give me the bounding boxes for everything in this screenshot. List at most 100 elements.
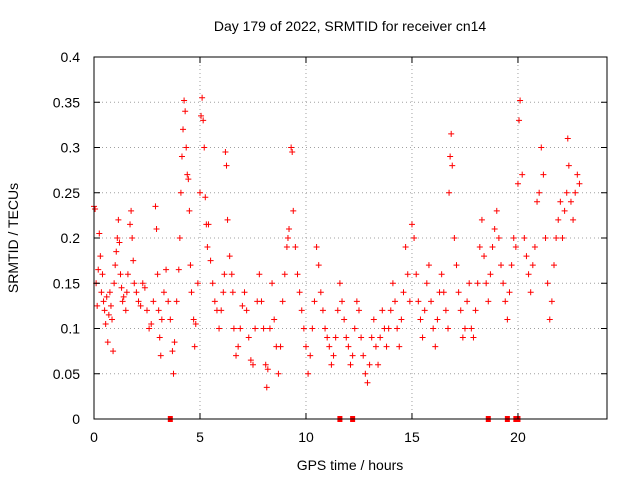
data-point bbox=[557, 198, 564, 205]
data-point bbox=[156, 334, 163, 341]
data-point bbox=[192, 320, 199, 327]
x-axis-title: GPS time / hours bbox=[297, 457, 404, 473]
data-point bbox=[313, 244, 320, 251]
data-point bbox=[271, 316, 278, 323]
data-point bbox=[375, 361, 382, 368]
data-point bbox=[534, 198, 541, 205]
data-point bbox=[235, 343, 242, 350]
data-point bbox=[113, 248, 120, 255]
data-point bbox=[548, 298, 555, 305]
data-point bbox=[498, 262, 505, 269]
data-point bbox=[153, 225, 160, 232]
data-point bbox=[196, 189, 203, 196]
data-point bbox=[92, 206, 99, 213]
data-point bbox=[358, 334, 365, 341]
data-point bbox=[222, 149, 229, 156]
data-point bbox=[252, 325, 259, 332]
data-point bbox=[455, 289, 462, 296]
data-point bbox=[170, 370, 177, 377]
data-point bbox=[565, 162, 572, 169]
data-point bbox=[190, 316, 197, 323]
data-point bbox=[379, 307, 386, 314]
data-point bbox=[120, 293, 127, 300]
axis-ticks bbox=[93, 56, 607, 420]
data-point bbox=[574, 171, 581, 178]
data-point bbox=[181, 97, 188, 104]
data-point bbox=[200, 117, 207, 124]
data-point bbox=[461, 325, 468, 332]
data-point bbox=[446, 189, 453, 196]
data-point bbox=[305, 370, 312, 377]
data-point bbox=[434, 316, 441, 323]
data-point bbox=[387, 307, 394, 314]
data-point bbox=[360, 352, 367, 359]
data-point bbox=[368, 334, 375, 341]
data-point bbox=[440, 289, 447, 296]
data-point bbox=[542, 235, 549, 241]
data-point bbox=[115, 216, 122, 223]
data-point bbox=[457, 307, 464, 314]
data-point bbox=[205, 221, 212, 228]
data-point bbox=[107, 302, 114, 309]
data-point bbox=[117, 271, 124, 278]
data-point bbox=[544, 280, 551, 287]
data-point bbox=[233, 352, 240, 359]
data-point bbox=[366, 361, 373, 368]
data-point bbox=[105, 311, 112, 318]
data-point bbox=[351, 325, 358, 332]
data-point bbox=[135, 298, 142, 305]
data-point bbox=[408, 221, 415, 228]
data-point bbox=[283, 244, 290, 251]
data-point bbox=[506, 289, 513, 296]
data-point bbox=[223, 162, 230, 169]
data-point bbox=[263, 384, 270, 391]
data-point bbox=[204, 244, 211, 251]
gridlines bbox=[94, 57, 607, 419]
data-point bbox=[186, 207, 193, 214]
data-point bbox=[116, 239, 123, 246]
data-point bbox=[404, 271, 411, 278]
data-point bbox=[133, 289, 140, 296]
data-point bbox=[300, 325, 307, 332]
data-point bbox=[146, 325, 153, 332]
data-point bbox=[124, 271, 131, 278]
data-point bbox=[194, 280, 201, 287]
data-point bbox=[288, 144, 295, 151]
data-point bbox=[474, 280, 481, 287]
data-point bbox=[415, 298, 422, 305]
data-point bbox=[487, 271, 494, 278]
data-point bbox=[464, 298, 471, 305]
data-point bbox=[392, 298, 399, 305]
data-point bbox=[289, 149, 296, 156]
data-point bbox=[540, 171, 547, 178]
y-tick-label: 0.15 bbox=[53, 275, 80, 291]
data-point bbox=[345, 343, 352, 350]
data-point bbox=[472, 307, 479, 314]
data-point bbox=[468, 325, 475, 332]
data-point bbox=[106, 289, 113, 296]
data-point bbox=[332, 334, 339, 341]
y-tick-label: 0.35 bbox=[53, 94, 80, 110]
data-point bbox=[185, 176, 192, 183]
data-point bbox=[284, 235, 291, 241]
data-point bbox=[112, 262, 119, 269]
data-point bbox=[326, 343, 333, 350]
data-point bbox=[175, 266, 182, 273]
data-point bbox=[182, 108, 189, 115]
data-point bbox=[315, 262, 322, 269]
y-tick-label: 0.05 bbox=[53, 366, 80, 382]
data-point bbox=[224, 216, 231, 223]
data-point bbox=[402, 244, 409, 251]
data-point bbox=[110, 348, 117, 355]
data-point bbox=[521, 235, 528, 241]
data-point bbox=[489, 244, 496, 251]
data-point bbox=[221, 271, 228, 278]
data-point bbox=[249, 361, 256, 368]
data-point bbox=[413, 271, 420, 278]
data-point bbox=[178, 153, 185, 160]
chart-title: Day 179 of 2022, SRMTID for receiver cn1… bbox=[214, 18, 487, 34]
data-point bbox=[269, 280, 276, 287]
data-point bbox=[512, 244, 519, 251]
data-point bbox=[531, 244, 538, 251]
data-point bbox=[481, 253, 488, 260]
